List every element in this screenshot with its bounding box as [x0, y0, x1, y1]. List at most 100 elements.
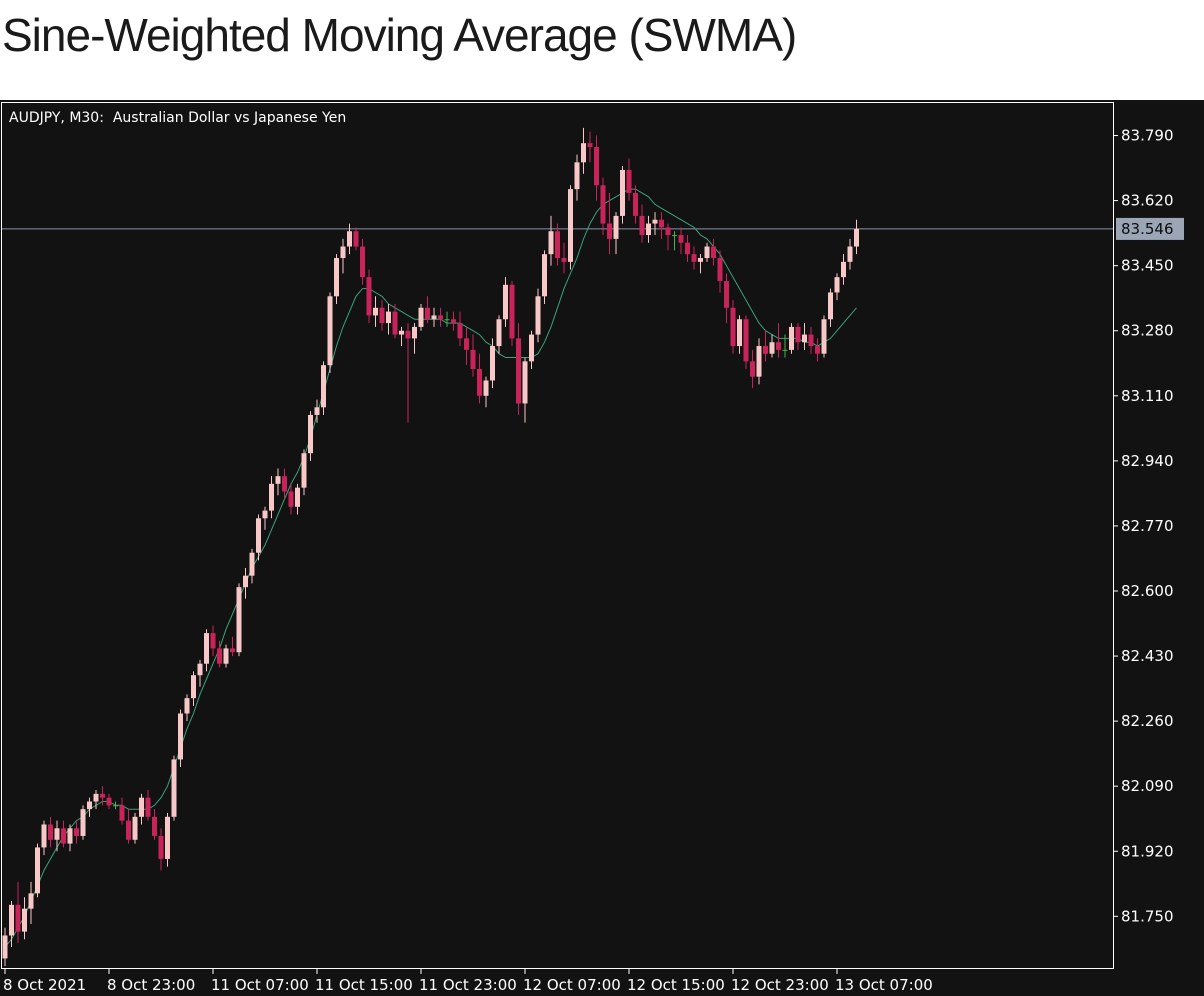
candle[interactable] [516, 323, 521, 415]
candle[interactable] [48, 816, 53, 848]
candle[interactable] [620, 166, 625, 224]
candle[interactable] [106, 793, 112, 810]
candle[interactable] [54, 820, 60, 852]
candle[interactable] [412, 323, 417, 354]
candle[interactable] [782, 334, 788, 358]
candle[interactable] [672, 231, 677, 251]
candle[interactable] [204, 629, 209, 672]
candle[interactable] [399, 326, 404, 347]
candle[interactable] [470, 334, 476, 377]
candle[interactable] [425, 296, 430, 324]
candle[interactable] [776, 323, 781, 358]
candle[interactable] [490, 338, 495, 389]
candle[interactable] [334, 254, 339, 304]
candle[interactable] [353, 227, 359, 251]
candle[interactable] [314, 399, 320, 423]
candle[interactable] [607, 192, 612, 255]
candle[interactable] [119, 797, 125, 825]
candle[interactable] [503, 277, 508, 327]
candle[interactable] [418, 303, 424, 331]
candle[interactable] [249, 548, 255, 584]
candle[interactable] [2, 927, 8, 967]
candle[interactable] [282, 468, 287, 500]
candle[interactable] [9, 901, 14, 947]
candle[interactable] [451, 311, 456, 331]
candle[interactable] [405, 323, 411, 423]
candle[interactable] [236, 583, 242, 657]
candle[interactable] [815, 338, 820, 362]
candle[interactable] [639, 204, 645, 243]
candle[interactable] [158, 828, 164, 871]
candle[interactable] [808, 326, 814, 354]
candle[interactable] [652, 212, 658, 236]
candle[interactable] [535, 288, 541, 343]
candle[interactable] [600, 177, 606, 236]
candle[interactable] [698, 254, 703, 274]
candle[interactable] [360, 238, 365, 285]
candle[interactable] [61, 820, 66, 848]
candle[interactable] [87, 797, 92, 817]
candle[interactable] [386, 303, 391, 335]
candle[interactable] [795, 323, 801, 350]
candle[interactable] [41, 820, 47, 856]
candle[interactable] [178, 709, 183, 768]
candle[interactable] [756, 338, 762, 385]
candle[interactable] [581, 127, 586, 174]
candle[interactable] [828, 288, 833, 327]
candle[interactable] [659, 212, 664, 239]
candle[interactable] [529, 330, 534, 370]
candle[interactable] [854, 219, 859, 255]
candle[interactable] [152, 809, 157, 840]
candle[interactable] [444, 311, 450, 327]
candle[interactable] [67, 824, 73, 852]
candle[interactable] [717, 250, 723, 293]
candle[interactable] [633, 185, 638, 224]
candle[interactable] [74, 820, 79, 844]
candle[interactable] [139, 793, 144, 825]
candle[interactable] [373, 296, 378, 327]
candle[interactable] [438, 307, 443, 327]
candle[interactable] [340, 238, 346, 274]
candle[interactable] [834, 273, 840, 301]
candle[interactable] [574, 154, 580, 201]
candle-layer[interactable] [2, 127, 860, 967]
candle[interactable] [496, 315, 502, 354]
candle[interactable] [457, 311, 463, 347]
candle[interactable] [80, 805, 86, 840]
candle[interactable] [366, 269, 372, 324]
candle[interactable] [210, 625, 216, 657]
candle[interactable] [789, 323, 794, 354]
candle[interactable] [262, 506, 268, 530]
candle[interactable] [288, 483, 294, 515]
candle[interactable] [678, 227, 684, 255]
candle[interactable] [802, 323, 807, 350]
candle[interactable] [665, 223, 671, 251]
candle[interactable] [269, 476, 274, 519]
candle[interactable] [431, 307, 437, 327]
candle[interactable] [613, 212, 619, 255]
candle[interactable] [594, 135, 599, 201]
candle[interactable] [321, 361, 326, 415]
candle[interactable] [769, 334, 775, 358]
candle[interactable] [379, 300, 385, 331]
candle[interactable] [126, 809, 131, 844]
candle[interactable] [145, 790, 151, 821]
candle[interactable] [184, 694, 190, 722]
candle[interactable] [763, 330, 768, 362]
candle[interactable] [724, 273, 729, 324]
candle[interactable] [646, 215, 651, 243]
candle[interactable] [821, 315, 827, 358]
candle[interactable] [464, 326, 469, 366]
candle[interactable] [483, 376, 489, 408]
candle[interactable] [217, 640, 222, 668]
candle[interactable] [15, 881, 21, 944]
candle[interactable] [750, 349, 755, 389]
candle[interactable] [555, 223, 560, 266]
candle[interactable] [704, 242, 710, 262]
candle[interactable] [100, 786, 105, 806]
candle[interactable] [509, 280, 515, 347]
candle[interactable] [275, 468, 281, 496]
candle[interactable] [28, 881, 34, 924]
candle[interactable] [132, 812, 138, 844]
candle[interactable] [301, 449, 307, 496]
